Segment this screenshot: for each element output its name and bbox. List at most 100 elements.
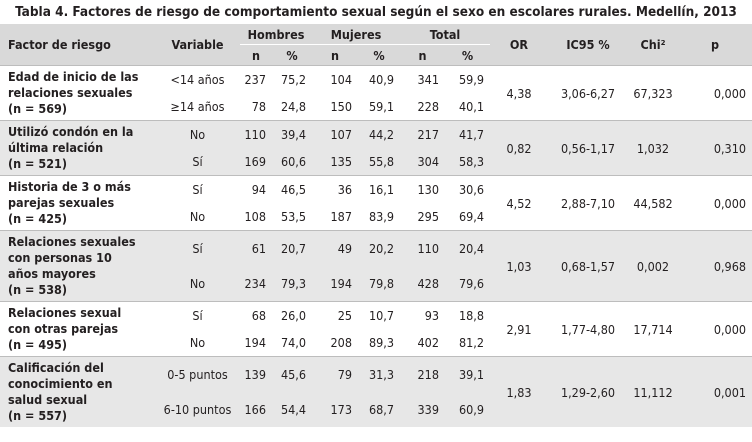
value-cell: 218 bbox=[400, 356, 445, 393]
value-cell: 75,2 bbox=[272, 65, 312, 93]
or-cell: 4,38 bbox=[490, 65, 548, 121]
header-cell: Mujeres bbox=[312, 24, 400, 45]
value-cell: 187 bbox=[330, 209, 352, 224]
factor-line: conocimiento en bbox=[8, 376, 113, 391]
value-cell: 237 bbox=[240, 65, 272, 93]
header-cell: Total bbox=[400, 24, 490, 45]
factor-line: parejas sexuales bbox=[8, 195, 115, 210]
factor-cell: Relaciones sexuales con personas 10 años m… bbox=[0, 230, 155, 302]
factor-cell: Utilizó condón en la última relación (n = … bbox=[0, 120, 155, 176]
value-cell: 59,1 bbox=[368, 99, 394, 114]
value-cell: 58,3 bbox=[445, 148, 490, 176]
chi-cell: 17,714 bbox=[628, 301, 678, 357]
table-row: No 234 79,3 194 79,8 428 79,6 bbox=[0, 266, 752, 302]
header-cell: n bbox=[312, 44, 358, 66]
value-cell: 79,3 bbox=[272, 266, 312, 302]
value-cell: 173 bbox=[312, 392, 358, 427]
value-cell: 89,3 bbox=[368, 335, 394, 350]
value-cell: 428 bbox=[400, 266, 445, 302]
table-row: Relaciones sexual con otras parejas (n = 4… bbox=[0, 301, 752, 357]
p-cell: 0,001 bbox=[678, 356, 752, 427]
value-cell: 20,7 bbox=[272, 230, 312, 266]
value-cell: 135 bbox=[312, 148, 358, 176]
ic-cell: 0,56-1,17 bbox=[548, 120, 628, 176]
factor-line: (n = 538) bbox=[8, 282, 68, 297]
value-cell: 18,8 bbox=[445, 301, 490, 329]
ic-cell: 1,29-2,60 bbox=[548, 356, 628, 427]
value-cell: 40,9 bbox=[358, 65, 400, 93]
factor-line: Relaciones sexuales bbox=[8, 234, 136, 249]
factor-line: Utilizó condón en la bbox=[8, 124, 134, 139]
value-cell: 60,9 bbox=[445, 392, 490, 427]
value-cell: 41,7 bbox=[445, 120, 490, 148]
value-cell: 40,1 bbox=[458, 99, 484, 114]
table-row: Utilizó condón en la última relación (n = … bbox=[0, 120, 752, 176]
factor-line: con otras parejas bbox=[8, 321, 119, 336]
table-title: Tabla 4. Factores de riesgo de comportam… bbox=[15, 4, 737, 20]
p-cell: 0,000 bbox=[678, 301, 752, 357]
value-cell: 30,6 bbox=[445, 175, 490, 203]
table-row: Relaciones sexuales con personas 10 años m… bbox=[0, 230, 752, 302]
value-cell: 169 bbox=[240, 148, 272, 176]
header-cell: IC95 % bbox=[548, 24, 628, 66]
value-cell: 44,2 bbox=[358, 120, 400, 148]
value-cell: 130 bbox=[400, 175, 445, 203]
ic-cell: 1,77-4,80 bbox=[548, 301, 628, 357]
value-cell: 53,5 bbox=[280, 209, 306, 224]
factor-cell: Historia de 3 o más parejas sexuales (n = … bbox=[0, 175, 155, 231]
value-cell: 45,6 bbox=[272, 356, 312, 393]
factor-line: Edad de inicio de las bbox=[8, 69, 139, 84]
value-cell: 68,7 bbox=[358, 392, 400, 427]
factor-line: salud sexual bbox=[8, 392, 88, 407]
value-cell: 36 bbox=[312, 175, 358, 203]
table-row: ≥14 años 78 24,8 150 59,1 228 40,1 bbox=[0, 93, 752, 121]
variable-cell: No bbox=[155, 120, 240, 148]
value-cell: 39,1 bbox=[445, 356, 490, 393]
p-cell: 0,000 bbox=[678, 175, 752, 231]
factor-line: (n = 521) bbox=[8, 156, 68, 171]
header-cell: % bbox=[358, 44, 400, 66]
variable-cell: 6-10 puntos bbox=[155, 392, 240, 427]
value-cell: 166 bbox=[240, 392, 272, 427]
value-cell: 20,2 bbox=[358, 230, 400, 266]
variable-cell: Sí bbox=[155, 301, 240, 329]
or-cell: 2,91 bbox=[490, 301, 548, 357]
value-cell: 10,7 bbox=[358, 301, 400, 329]
value-cell: 25 bbox=[312, 301, 358, 329]
ic-cell: 3,06-6,27 bbox=[548, 65, 628, 121]
factor-line: (n = 495) bbox=[8, 337, 68, 352]
value-cell: 78 bbox=[251, 99, 266, 114]
factor-cell: Calificación del conocimiento en salud sex… bbox=[0, 356, 155, 427]
variable-cell: ≥14 años bbox=[170, 99, 225, 114]
value-cell: 217 bbox=[400, 120, 445, 148]
value-cell: 234 bbox=[240, 266, 272, 302]
value-cell: 104 bbox=[312, 65, 358, 93]
header-cell: % bbox=[272, 44, 312, 66]
value-cell: 208 bbox=[330, 335, 352, 350]
value-cell: 339 bbox=[400, 392, 445, 427]
factor-line: última relación bbox=[8, 140, 104, 155]
value-cell: 150 bbox=[330, 99, 352, 114]
factor-line: Calificación del bbox=[8, 360, 104, 375]
factor-line: Historia de 3 o más bbox=[8, 179, 131, 194]
value-cell: 69,4 bbox=[458, 209, 484, 224]
value-cell: 108 bbox=[244, 209, 266, 224]
value-cell: 61 bbox=[240, 230, 272, 266]
value-cell: 26,0 bbox=[272, 301, 312, 329]
variable-cell: Sí bbox=[155, 175, 240, 203]
header-cell: n bbox=[240, 44, 272, 66]
chi-cell: 11,112 bbox=[628, 356, 678, 427]
value-cell: 295 bbox=[417, 209, 439, 224]
header-cell: Hombres bbox=[240, 24, 312, 45]
header-cell: p bbox=[678, 24, 752, 66]
chi-cell: 44,582 bbox=[628, 175, 678, 231]
factor-line: con personas 10 bbox=[8, 250, 112, 265]
ic-cell: 0,68-1,57 bbox=[548, 230, 628, 302]
value-cell: 46,5 bbox=[272, 175, 312, 203]
value-cell: 304 bbox=[400, 148, 445, 176]
table-row: No 194 74,0 208 89,3 402 81,2 bbox=[0, 329, 752, 357]
header-cell: Factor de riesgo bbox=[0, 24, 155, 66]
value-cell: 16,1 bbox=[358, 175, 400, 203]
header-cell: Chi² bbox=[628, 24, 678, 66]
